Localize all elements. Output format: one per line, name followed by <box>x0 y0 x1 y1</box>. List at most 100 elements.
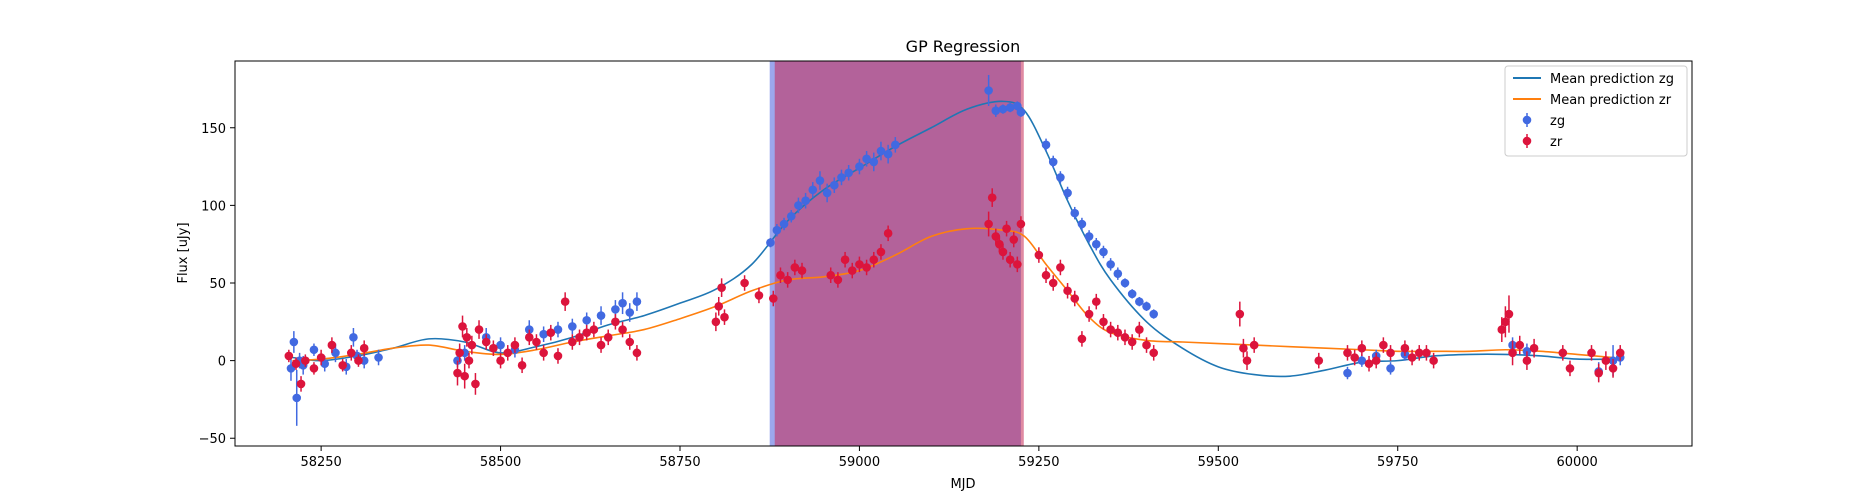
plot-frame <box>234 60 1693 447</box>
zr-point <box>826 270 836 280</box>
legend-swatch <box>1522 115 1532 125</box>
zr-point <box>1113 328 1123 337</box>
zr-point <box>338 360 347 370</box>
zr-point <box>1601 356 1611 365</box>
zr-point <box>711 317 721 327</box>
zr-point <box>316 353 326 362</box>
zr-point <box>797 266 807 275</box>
x-axis: 58250 58500 58750 59000 59250 59500 59750 60000 <box>300 446 1598 470</box>
zr-point <box>596 340 606 350</box>
x-tick-label: 58750 <box>659 455 700 470</box>
zg-point <box>539 329 548 339</box>
zg-point <box>844 168 853 178</box>
zr-point <box>1005 255 1015 265</box>
zr-point <box>991 232 1001 241</box>
zg-point <box>1386 364 1395 373</box>
zg-point <box>883 149 893 159</box>
zg-point <box>1063 188 1072 198</box>
zr-point <box>1056 263 1065 272</box>
x-axis-label: MJD <box>950 477 975 492</box>
zg-point <box>779 219 789 229</box>
zr-point <box>603 333 613 342</box>
zg-point <box>1120 278 1130 288</box>
zr-point <box>618 325 627 334</box>
zg-point <box>1084 232 1094 241</box>
zr-point <box>1034 250 1044 260</box>
zg-point <box>618 298 627 308</box>
zg-point <box>801 196 810 206</box>
zr-point <box>855 260 864 269</box>
zr-point <box>1048 278 1058 288</box>
zg-point <box>876 146 886 156</box>
zg-point <box>553 325 563 334</box>
zr-point <box>998 247 1008 257</box>
zg-point <box>625 308 635 317</box>
zr-point <box>790 263 800 272</box>
zg-point <box>1142 301 1151 311</box>
zg-point <box>862 154 871 164</box>
zg-point <box>1357 356 1367 365</box>
zr-point <box>560 297 570 306</box>
zr-point <box>1235 309 1245 319</box>
zr-point <box>575 333 584 342</box>
zr-point <box>354 356 363 365</box>
zr-point <box>1364 359 1374 369</box>
zr-point <box>984 219 993 229</box>
zr-point <box>1379 340 1388 350</box>
zg-point <box>855 162 864 171</box>
legend-label: Mean prediction zg <box>1550 72 1674 87</box>
zr-point <box>1106 325 1115 334</box>
zg-point <box>822 188 832 198</box>
zr-point <box>1615 348 1625 358</box>
zr-point <box>1422 348 1431 358</box>
chart-title: GP Regression <box>906 37 1021 56</box>
zr-point <box>1501 317 1510 327</box>
zr-point <box>503 348 513 358</box>
zg-point <box>1149 309 1158 319</box>
zr-point <box>1522 356 1532 365</box>
shaded-regions <box>769 61 1024 446</box>
zg-point <box>1127 289 1137 299</box>
zg-point <box>331 348 340 358</box>
x-tick-label: 60000 <box>1556 455 1597 470</box>
zr-point <box>754 291 764 300</box>
zg-point <box>1106 260 1115 269</box>
zr-point <box>1135 325 1144 334</box>
zr-point <box>1400 343 1410 353</box>
zr-point <box>869 255 879 265</box>
zg-point <box>596 311 606 320</box>
zr-point <box>632 348 642 358</box>
zr-point <box>717 283 726 292</box>
zr-point <box>1357 343 1367 353</box>
zr-point <box>1016 219 1026 229</box>
zr-point <box>1242 356 1252 365</box>
zr-point <box>1504 309 1514 319</box>
zg-point <box>320 359 330 369</box>
zr-point <box>720 312 729 322</box>
legend-swatch <box>1522 136 1532 146</box>
zr-point <box>553 351 563 361</box>
zg-point <box>496 340 505 350</box>
zr-point <box>1594 368 1603 378</box>
zg-point <box>568 322 577 331</box>
zg-point <box>1013 101 1022 111</box>
zg-point <box>292 393 302 403</box>
zg-point <box>1113 269 1123 278</box>
zr-point <box>1414 348 1424 358</box>
zr-point <box>1508 348 1517 358</box>
zg-point <box>766 238 775 247</box>
zr-point <box>1009 235 1019 244</box>
zg-point <box>830 180 839 190</box>
zr-point <box>1239 343 1248 353</box>
zr-point <box>1063 286 1072 296</box>
zg-point <box>632 297 642 306</box>
zr-point <box>327 340 337 350</box>
zg-point <box>891 140 900 150</box>
x-tick-label: 58250 <box>300 455 341 470</box>
zg-point <box>1099 247 1108 257</box>
zr-point <box>453 368 462 378</box>
zr-point <box>532 337 541 347</box>
zr-point <box>1407 353 1417 362</box>
zg-point <box>1005 103 1015 112</box>
zr-point <box>611 317 620 327</box>
